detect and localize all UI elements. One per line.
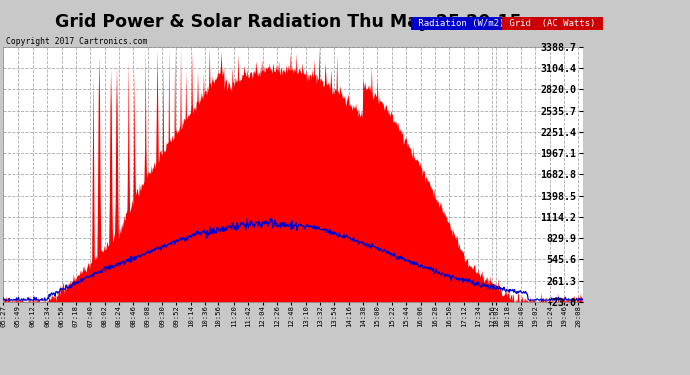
Text: Grid Power & Solar Radiation Thu May 25 20:15: Grid Power & Solar Radiation Thu May 25 … <box>55 13 522 31</box>
Text: Grid  (AC Watts): Grid (AC Watts) <box>504 19 601 28</box>
Text: Copyright 2017 Cartronics.com: Copyright 2017 Cartronics.com <box>6 38 147 46</box>
Text: Radiation (W/m2): Radiation (W/m2) <box>413 19 509 28</box>
